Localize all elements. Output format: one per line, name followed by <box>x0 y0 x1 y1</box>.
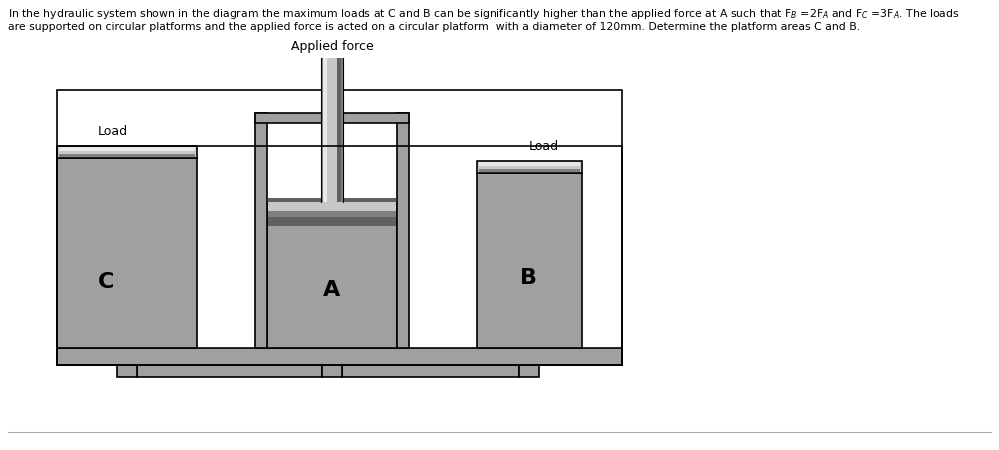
Text: Load: Load <box>528 140 559 153</box>
Bar <box>268 217 396 226</box>
Bar <box>59 147 195 151</box>
Bar <box>519 365 539 377</box>
Bar <box>59 154 195 157</box>
Bar <box>479 169 580 172</box>
Bar <box>323 58 341 202</box>
Bar <box>267 203 397 348</box>
Bar <box>57 90 622 365</box>
Bar <box>57 146 197 158</box>
Text: A: A <box>324 280 341 300</box>
Bar <box>323 58 327 202</box>
Bar <box>342 365 519 377</box>
Bar <box>117 365 137 377</box>
Bar <box>477 161 582 173</box>
Text: Applied force: Applied force <box>291 40 374 53</box>
Text: C: C <box>98 271 114 292</box>
Bar <box>57 158 197 348</box>
Bar <box>255 113 267 348</box>
Bar <box>479 162 580 166</box>
Bar <box>397 113 409 348</box>
Bar <box>268 198 396 202</box>
Text: Load: Load <box>98 125 128 138</box>
Bar <box>268 208 396 217</box>
Text: In the hydraulic system shown in the diagram the maximum loads at C and B can be: In the hydraulic system shown in the dia… <box>8 7 960 21</box>
Bar <box>57 146 622 365</box>
Bar <box>267 123 397 203</box>
Bar <box>255 113 409 123</box>
Bar <box>137 365 322 377</box>
Bar <box>477 173 582 348</box>
Text: are supported on circular platforms and the applied force is acted on a circular: are supported on circular platforms and … <box>8 22 860 32</box>
Bar <box>322 365 342 377</box>
Text: B: B <box>520 268 537 288</box>
Bar <box>57 348 622 365</box>
Bar <box>337 58 341 202</box>
Bar <box>321 58 343 202</box>
Bar <box>268 199 396 211</box>
